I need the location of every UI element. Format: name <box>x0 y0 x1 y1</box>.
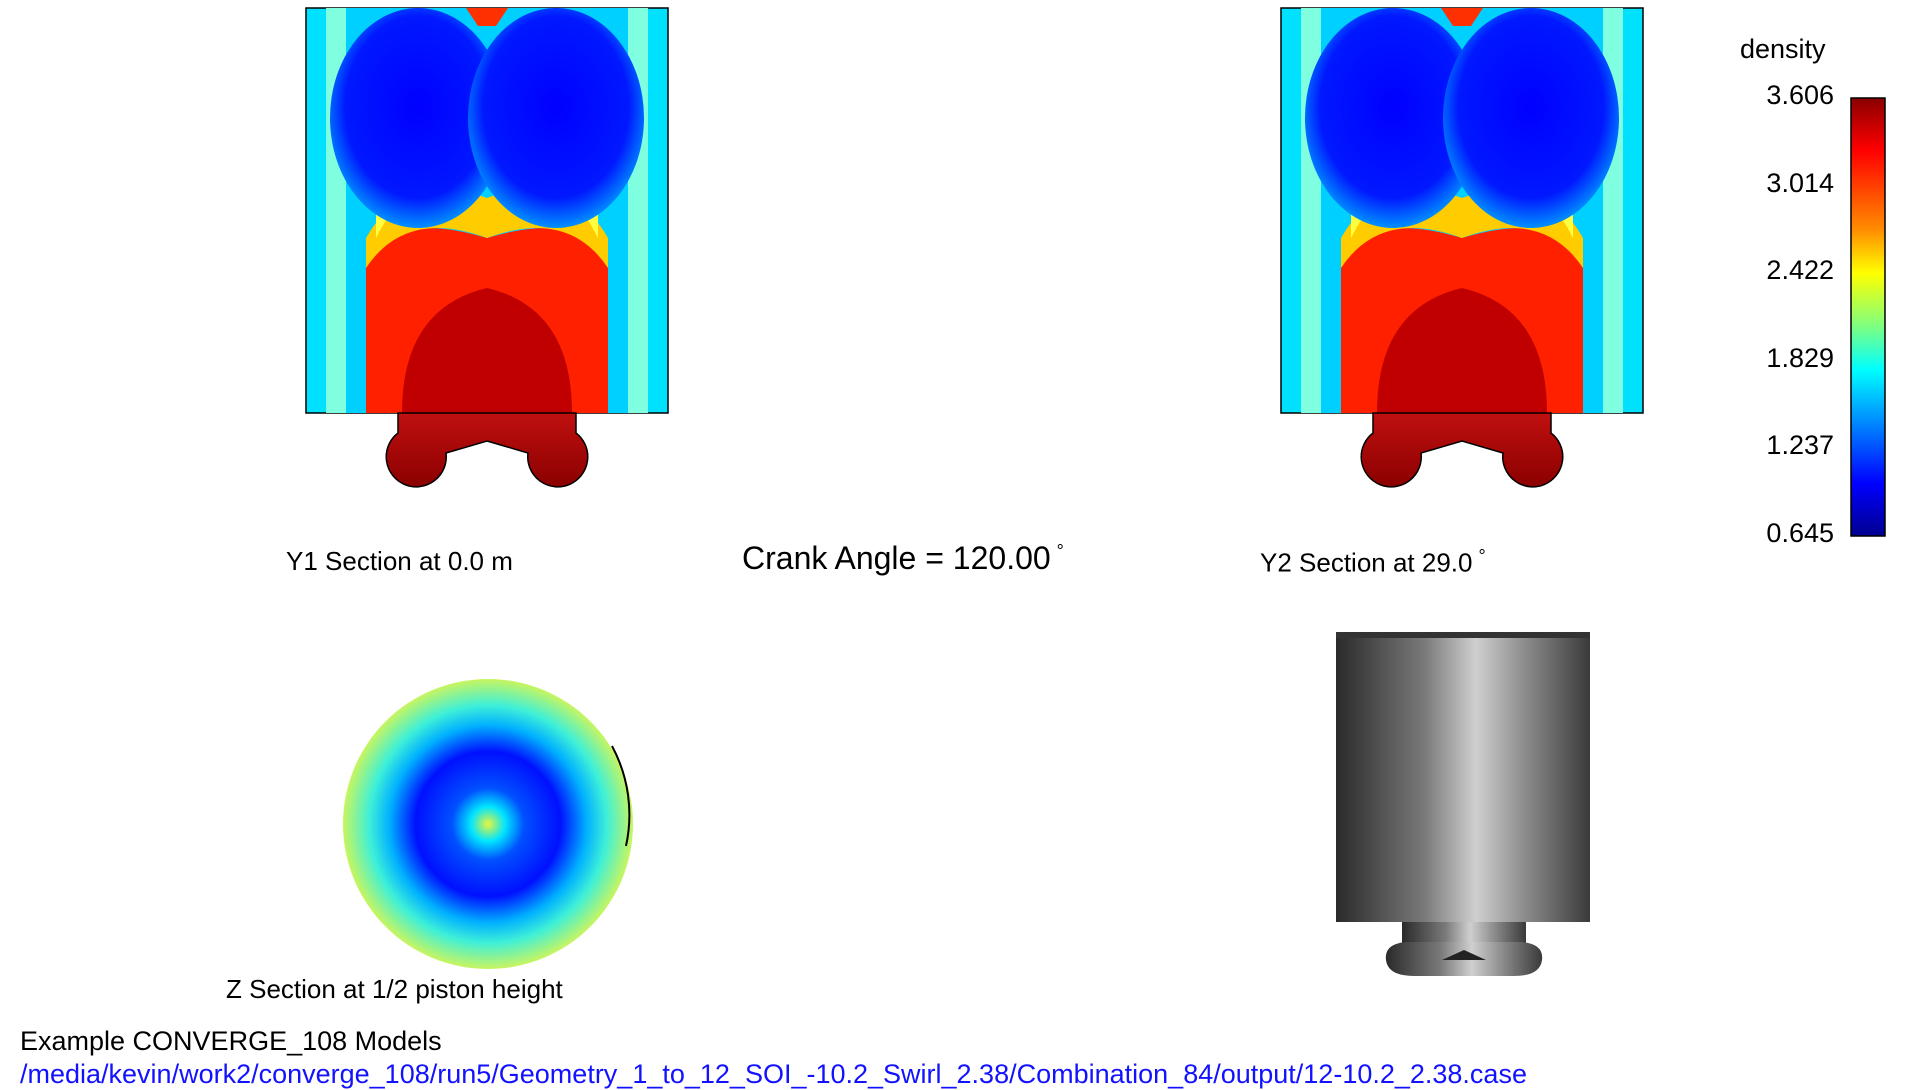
legend-tick-label: 3.606 <box>1766 80 1834 110</box>
legend-tick-label: 3.014 <box>1766 167 1834 198</box>
y1-section-label: Y1 Section at 0.0 m <box>286 546 513 576</box>
crank-angle-readout: Crank Angle = 120.00 ° <box>742 540 1064 577</box>
y2-section-text: Y2 Section at 29.0 <box>1260 547 1473 578</box>
legend-tick-label: 1.829 <box>1766 342 1834 373</box>
y2-section-label: Y2 Section at 29.0 ° <box>1260 546 1486 579</box>
z-section-plot <box>343 679 633 969</box>
z-section-label: Z Section at 1/2 piston height <box>226 974 563 1004</box>
cylinder-view <box>1336 632 1590 976</box>
footer-model-name: Example CONVERGE_108 Models <box>20 1026 442 1056</box>
crank-angle-label: Crank Angle = 120.00 <box>742 540 1051 576</box>
crank-angle-unit: ° <box>1056 541 1064 562</box>
legend-title: density <box>1740 34 1826 64</box>
footer-case-path[interactable]: /media/kevin/work2/converge_108/run5/Geo… <box>20 1059 1527 1089</box>
legend-tick-label: 1.237 <box>1766 430 1834 461</box>
legend-colorbar <box>1850 97 1886 537</box>
y1-section-plot <box>305 7 669 488</box>
y2-section-unit: ° <box>1478 546 1486 566</box>
legend-tick-label: 0.645 <box>1766 518 1834 548</box>
legend-tick-label: 2.422 <box>1766 255 1834 286</box>
y2-section-plot <box>1280 7 1644 488</box>
